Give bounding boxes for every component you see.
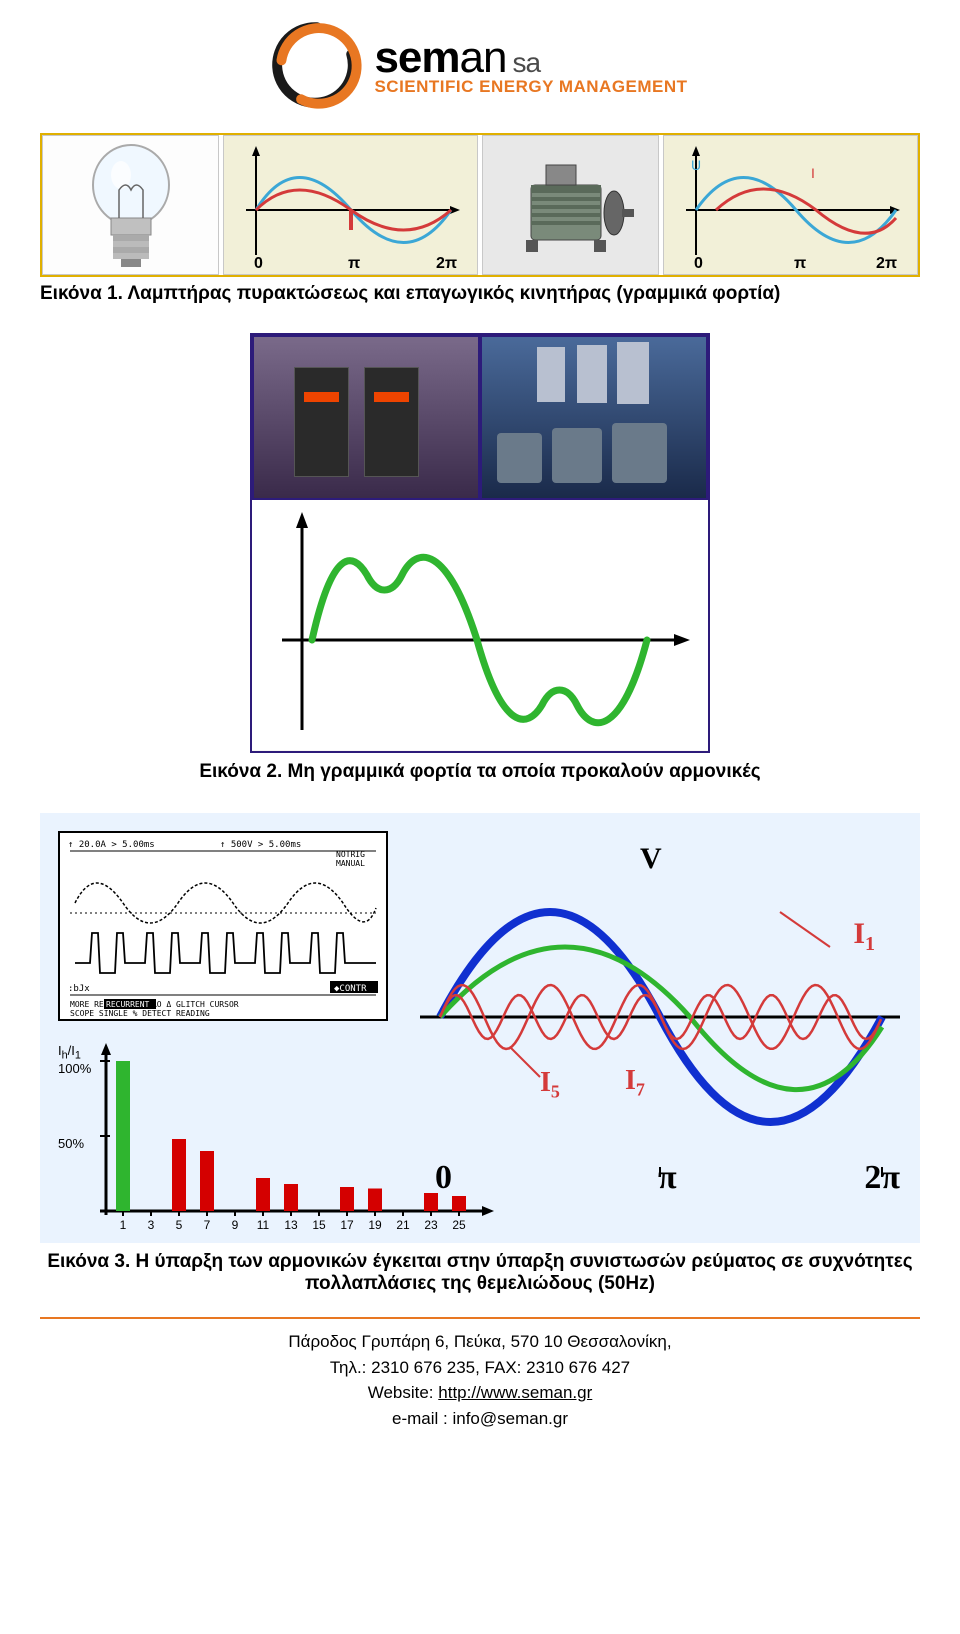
footer-website-link[interactable]: http://www.seman.gr bbox=[438, 1383, 592, 1402]
figure1-panel-sine-left: 0 π 2π bbox=[223, 135, 478, 275]
scope-status2: MANUAL bbox=[336, 859, 365, 868]
figure1-caption: Εικόνα 1. Λαμπτήρας πυρακτώσεως και επαγ… bbox=[40, 283, 920, 305]
axis-tick-pi: π bbox=[794, 255, 806, 270]
svg-text:3: 3 bbox=[148, 1218, 155, 1232]
footer-divider bbox=[40, 1317, 920, 1319]
footer-website: Website: http://www.seman.gr bbox=[40, 1380, 920, 1406]
svg-text:15: 15 bbox=[312, 1218, 326, 1232]
svg-text:17: 17 bbox=[340, 1218, 354, 1232]
logo-tagline: SCIENTIFIC ENERGY MANAGEMENT bbox=[374, 77, 687, 97]
footer-phone: Τηλ.: 2310 676 235, FAX: 2310 676 427 bbox=[40, 1355, 920, 1381]
axis-tick-0: 0 bbox=[254, 255, 263, 270]
axis-tick-pi: π bbox=[348, 255, 360, 270]
svg-text:◆CONTR: ◆CONTR bbox=[334, 984, 367, 994]
logo-swirl-icon bbox=[272, 20, 362, 110]
svg-text:19: 19 bbox=[368, 1218, 382, 1232]
sine-chart-left: 0 π 2π bbox=[236, 140, 466, 270]
svg-text:7: 7 bbox=[204, 1218, 211, 1232]
svg-text:11: 11 bbox=[257, 1218, 270, 1232]
axis-tick-0: 0 bbox=[694, 255, 703, 270]
figure3-caption: Εικόνα 3. Η ύπαρξη των αρμονικών έγκειτα… bbox=[40, 1251, 920, 1295]
svg-text:SCOPE SINGLE % DETECT: SCOPE SINGLE % DETECT READING bbox=[70, 1009, 210, 1018]
svg-text::bJx: :bJx bbox=[68, 984, 90, 994]
svg-text:21: 21 bbox=[396, 1218, 410, 1232]
wave-label-i5: I5 bbox=[540, 1067, 560, 1103]
svg-text:25: 25 bbox=[452, 1218, 466, 1232]
figure2-photo-motors bbox=[480, 335, 708, 500]
bar-chart-ylabel: Ih/I1 bbox=[58, 1043, 81, 1062]
wave-label-v: V bbox=[640, 842, 662, 876]
footer-address: Πάροδος Γρυπάρη 6, Πεύκα, 570 10 Θεσσαλο… bbox=[40, 1329, 920, 1355]
label-u: U bbox=[691, 157, 701, 173]
label-i: I bbox=[811, 165, 815, 181]
axis-tick-2pi: 2π bbox=[876, 255, 897, 270]
oscilloscope-screen: ↑ 20.0A > 5.00ms ↑ 500V > 5.00ms NOTRIG … bbox=[58, 831, 388, 1021]
sine-chart-right: U I 0 π 2π bbox=[676, 140, 906, 270]
wave-xtick-2pi: 2π bbox=[864, 1159, 900, 1197]
motor-icon bbox=[506, 145, 636, 265]
figure1-panel-sine-right: U I 0 π 2π bbox=[663, 135, 918, 275]
svg-text:23: 23 bbox=[424, 1218, 438, 1232]
svg-text:5: 5 bbox=[176, 1218, 183, 1232]
svg-text:13: 13 bbox=[284, 1218, 298, 1232]
lightbulb-icon bbox=[71, 140, 191, 270]
svg-text:9: 9 bbox=[232, 1218, 239, 1232]
figure2-distorted-wave bbox=[252, 500, 708, 750]
bar-chart-ytick-50: 50% bbox=[58, 1136, 84, 1151]
page-footer: Πάροδος Γρυπάρη 6, Πεύκα, 570 10 Θεσσαλο… bbox=[40, 1329, 920, 1431]
logo-brand-text: semansa bbox=[374, 33, 687, 83]
figure1-panel-motor bbox=[482, 135, 659, 275]
wave-xtick-0: 0 bbox=[435, 1159, 452, 1197]
wave-label-i7: I7 bbox=[625, 1065, 645, 1101]
company-logo-header: semansa SCIENTIFIC ENERGY MANAGEMENT bbox=[40, 20, 920, 115]
figure2-caption: Εικόνα 2. Μη γραμμικά φορτία τα οποία πρ… bbox=[40, 761, 920, 783]
figure2-photo-vfd bbox=[252, 335, 480, 500]
wave-label-i1: I1 bbox=[853, 917, 875, 956]
figure1-panel-bulb bbox=[42, 135, 219, 275]
harmonics-wave-overlay: V I1 I5 I7 0 π 2π bbox=[410, 817, 910, 1217]
wave-xtick-pi: π bbox=[658, 1159, 677, 1197]
figure3-panel: ↑ 20.0A > 5.00ms ↑ 500V > 5.00ms NOTRIG … bbox=[40, 813, 920, 1243]
svg-text:RECURRENT: RECURRENT bbox=[106, 1000, 150, 1009]
figure1-row: 0 π 2π bbox=[40, 133, 920, 277]
svg-text:1: 1 bbox=[120, 1218, 127, 1232]
footer-email: e-mail : info@seman.gr bbox=[40, 1406, 920, 1432]
bar-chart-ytick-100: 100% bbox=[58, 1061, 91, 1076]
scope-header-right: ↑ 500V > 5.00ms bbox=[220, 840, 301, 850]
figure2-panel bbox=[250, 333, 710, 753]
axis-tick-2pi: 2π bbox=[436, 255, 457, 270]
scope-header-left: ↑ 20.0A > 5.00ms bbox=[68, 840, 155, 850]
